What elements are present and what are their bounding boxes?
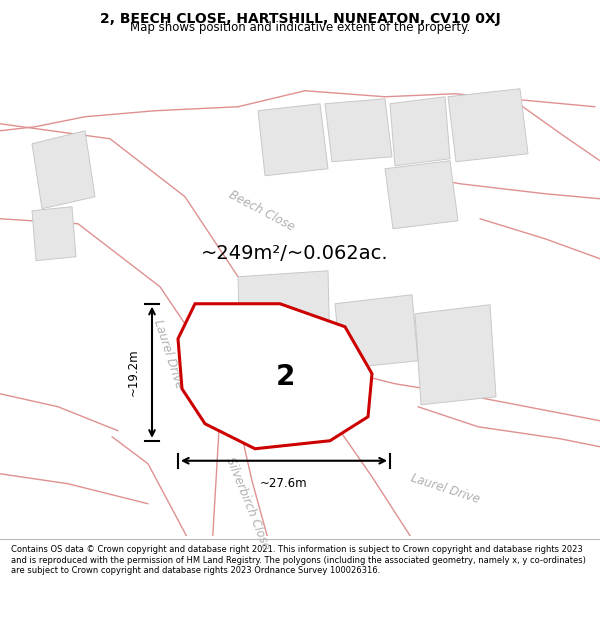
Text: 2, BEECH CLOSE, HARTSHILL, NUNEATON, CV10 0XJ: 2, BEECH CLOSE, HARTSHILL, NUNEATON, CV1… (100, 12, 500, 26)
Polygon shape (258, 104, 328, 176)
Polygon shape (390, 97, 450, 166)
Text: Silverbirch Close: Silverbirch Close (224, 456, 272, 552)
Text: ~19.2m: ~19.2m (127, 349, 140, 396)
Polygon shape (32, 131, 95, 209)
Polygon shape (178, 304, 372, 449)
Text: Beech Close: Beech Close (227, 188, 297, 234)
Text: Laurel Drive: Laurel Drive (409, 471, 481, 506)
Polygon shape (335, 295, 418, 369)
Text: ~27.6m: ~27.6m (260, 477, 308, 490)
Text: Map shows position and indicative extent of the property.: Map shows position and indicative extent… (130, 21, 470, 34)
Text: Laurel Drive: Laurel Drive (151, 318, 185, 390)
Text: 2: 2 (275, 362, 295, 391)
Polygon shape (325, 99, 392, 162)
Polygon shape (32, 207, 76, 261)
Text: Contains OS data © Crown copyright and database right 2021. This information is : Contains OS data © Crown copyright and d… (11, 545, 586, 575)
Polygon shape (238, 271, 332, 442)
Text: ~249m²/~0.062ac.: ~249m²/~0.062ac. (201, 244, 389, 263)
Polygon shape (415, 305, 496, 405)
Polygon shape (385, 161, 458, 229)
Polygon shape (448, 89, 528, 162)
